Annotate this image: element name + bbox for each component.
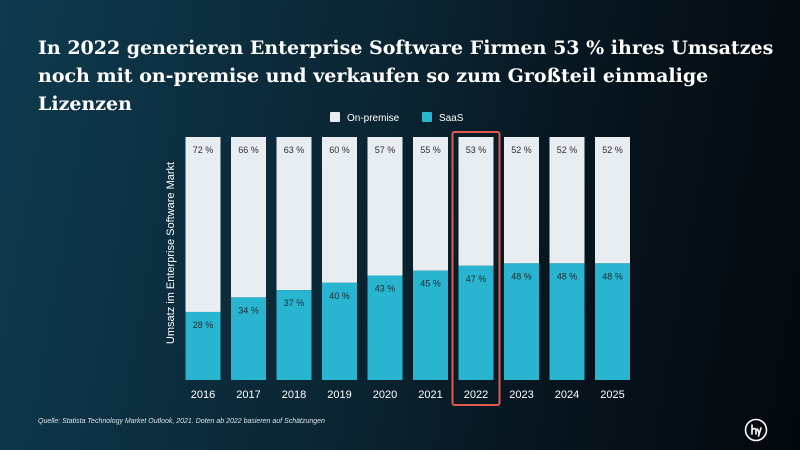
x-tick-label-2020: 2020 (373, 389, 397, 401)
data-label-on-premise-2023: 52 % (511, 145, 532, 155)
bar-on-premise-2021 (413, 137, 448, 271)
data-label-on-premise-2024: 52 % (557, 145, 578, 155)
data-label-on-premise-2020: 57 % (375, 145, 396, 155)
legend-label-on-premise: On-premise (347, 113, 400, 124)
bars-group: 72 % 28 % 2016 66 % 34 % 2017 63 % 37 % 2018 60 %… (185, 131, 630, 406)
data-label-on-premise-2017: 66 % (238, 145, 259, 155)
bar-saas-2016 (185, 311, 221, 380)
data-label-on-premise-2025: 52 % (602, 145, 623, 155)
bar-on-premise-2020 (367, 137, 403, 276)
x-tick-label-2024: 2024 (555, 389, 579, 401)
bar-saas-2018 (276, 290, 312, 380)
y-axis-label: Umsatz im Enterprise Software Markt (165, 162, 177, 344)
bar-on-premise-2018 (276, 137, 312, 291)
bar-saas-2022 (458, 265, 494, 380)
data-label-on-premise-2021: 55 % (420, 145, 441, 155)
bar-saas-2020 (367, 275, 403, 380)
bar-saas-2023 (504, 263, 539, 380)
x-tick-label-2017: 2017 (236, 389, 260, 401)
bar-on-premise-2023 (504, 137, 539, 264)
data-label-saas-2025: 48 % (602, 271, 623, 281)
bar-on-premise-2022 (458, 137, 494, 266)
bar-on-premise-2024 (549, 137, 585, 264)
data-label-on-premise-2019: 60 % (329, 145, 350, 155)
bar-saas-2019 (322, 282, 357, 380)
x-tick-label-2025: 2025 (600, 389, 624, 401)
legend-swatch-on-premise (330, 112, 340, 122)
data-label-saas-2019: 40 % (329, 291, 350, 301)
data-label-on-premise-2018: 63 % (284, 145, 305, 155)
x-tick-label-2018: 2018 (282, 389, 306, 401)
data-label-saas-2018: 37 % (284, 298, 305, 308)
legend-label-saas: SaaS (439, 113, 464, 124)
bar-on-premise-2017 (231, 137, 266, 298)
data-label-saas-2021: 45 % (420, 279, 441, 289)
brand-logo-icon (744, 418, 768, 442)
data-label-saas-2024: 48 % (557, 271, 578, 281)
bar-saas-2021 (413, 270, 448, 380)
source-note: Quelle: Statista Technology Market Outlo… (38, 418, 325, 425)
data-label-saas-2020: 43 % (375, 284, 396, 294)
bar-on-premise-2016 (185, 137, 221, 312)
data-label-on-premise-2022: 53 % (466, 145, 487, 155)
x-tick-label-2022: 2022 (464, 389, 488, 401)
bar-on-premise-2019 (322, 137, 357, 283)
bar-saas-2025 (595, 263, 630, 380)
x-tick-label-2016: 2016 (191, 389, 215, 401)
data-label-on-premise-2016: 72 % (193, 145, 214, 155)
legend-swatch-saas (422, 112, 432, 122)
data-label-saas-2023: 48 % (511, 271, 532, 281)
x-tick-label-2021: 2021 (418, 389, 442, 401)
data-label-saas-2016: 28 % (193, 320, 214, 330)
chart-title: In 2022 generieren Enterprise Software F… (38, 37, 774, 115)
bar-on-premise-2025 (595, 137, 630, 264)
x-tick-label-2019: 2019 (327, 389, 351, 401)
highlight-box-2022 (451, 131, 501, 406)
bar-saas-2024 (549, 263, 585, 380)
bar-saas-2017 (231, 297, 266, 380)
legend: On-premise SaaS (330, 112, 464, 124)
data-label-saas-2022: 47 % (466, 274, 487, 284)
data-label-saas-2017: 34 % (238, 305, 259, 315)
x-tick-label-2023: 2023 (509, 389, 533, 401)
